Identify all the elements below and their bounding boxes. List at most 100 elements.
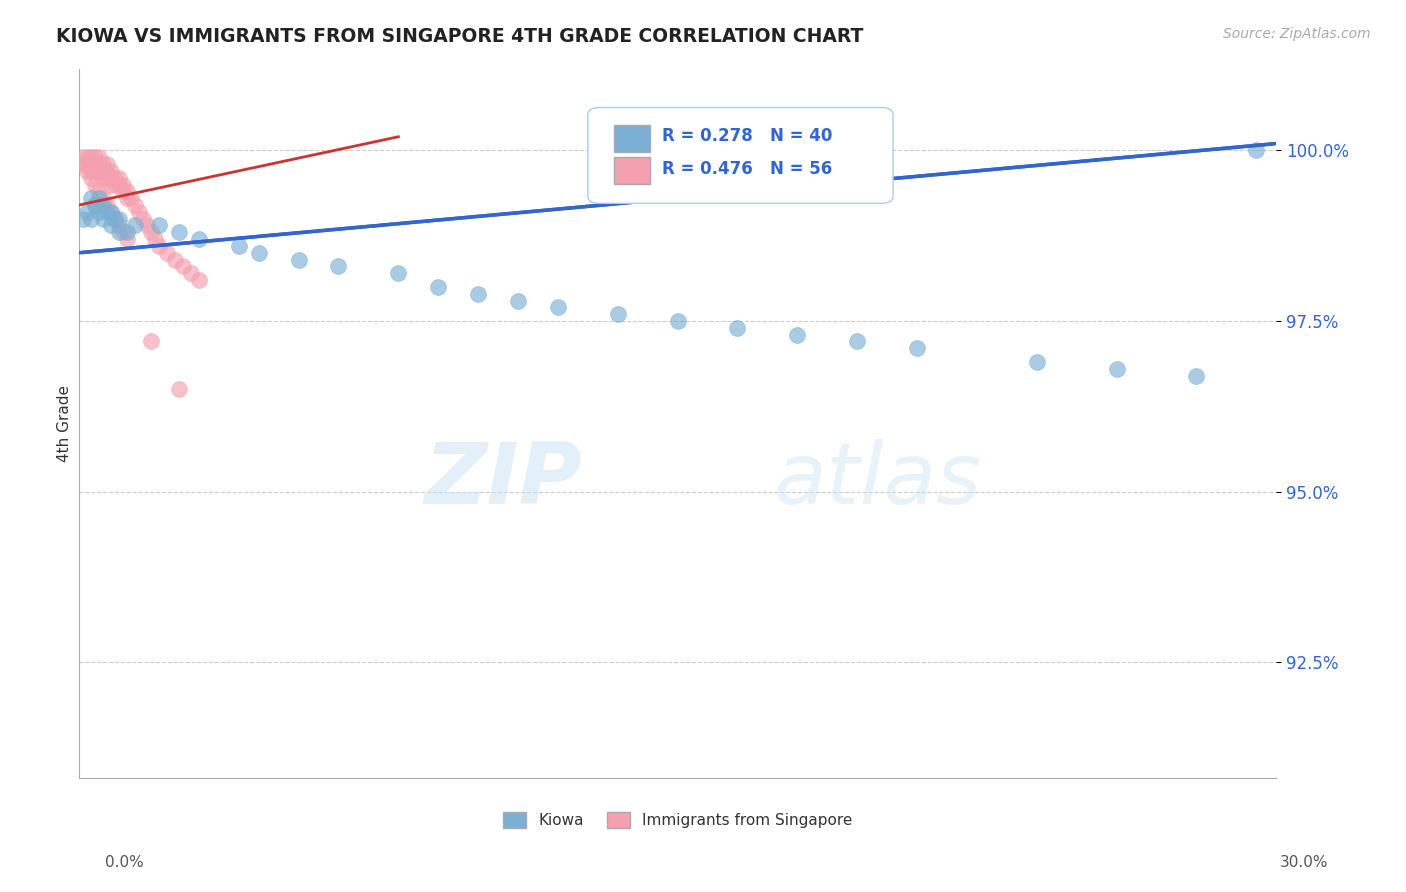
Point (76, 164, 98, 178)
Text: R = 0.476   N = 56: R = 0.476 N = 56 (662, 160, 832, 178)
Point (247, 245, 270, 260)
Point (132, 211, 155, 226)
Point (111, 185, 134, 199)
Point (84, 198, 107, 212)
Text: ZIP: ZIP (425, 439, 582, 522)
Point (72, 150, 94, 164)
Point (80, 157, 103, 171)
Point (87, 157, 110, 171)
Text: 30.0%: 30.0% (1281, 855, 1329, 870)
Point (91, 170, 114, 185)
Point (80, 191, 103, 205)
Point (87, 150, 110, 164)
Point (143, 232, 166, 246)
Point (108, 211, 131, 226)
Bar (614, 157, 650, 185)
Point (91, 157, 114, 171)
Point (1244, 144, 1267, 158)
Point (100, 204, 122, 219)
Point (115, 232, 138, 246)
Point (905, 341, 928, 355)
Point (84, 150, 107, 164)
Bar (614, 125, 650, 152)
Point (139, 225, 162, 239)
Point (228, 239, 250, 253)
Point (427, 280, 450, 294)
Point (108, 225, 131, 239)
Point (187, 273, 209, 287)
Point (172, 260, 194, 274)
Point (76, 157, 98, 171)
Point (96, 170, 118, 185)
Point (139, 334, 162, 349)
Point (87, 204, 110, 219)
Point (100, 164, 122, 178)
Point (104, 211, 127, 226)
Point (1185, 368, 1208, 383)
Point (104, 170, 127, 185)
Point (91, 191, 114, 205)
Point (96, 204, 118, 219)
Point (100, 219, 122, 233)
Point (111, 225, 134, 239)
Point (124, 198, 146, 212)
Point (100, 178, 122, 192)
Point (148, 239, 170, 253)
Text: R = 0.278   N = 40: R = 0.278 N = 40 (662, 127, 832, 145)
Point (108, 170, 131, 185)
Point (80, 170, 103, 185)
Point (80, 150, 103, 164)
Text: 0.0%: 0.0% (105, 855, 145, 870)
Point (547, 301, 569, 315)
Point (328, 260, 350, 274)
Point (606, 307, 628, 321)
Point (100, 170, 122, 185)
Point (104, 211, 127, 226)
Point (87, 164, 110, 178)
Point (111, 178, 134, 192)
Point (87, 191, 110, 205)
Point (76, 150, 98, 164)
Point (136, 219, 159, 233)
Point (84, 178, 107, 192)
Point (1025, 355, 1047, 369)
Point (1105, 361, 1128, 376)
Point (115, 191, 138, 205)
Point (91, 164, 114, 178)
Point (104, 178, 127, 192)
Point (72, 157, 94, 171)
Point (87, 185, 110, 199)
Point (84, 164, 107, 178)
Point (96, 164, 118, 178)
Point (76, 204, 98, 219)
Point (187, 232, 209, 246)
Point (467, 286, 489, 301)
Point (120, 191, 142, 205)
Point (72, 211, 94, 226)
Point (387, 266, 409, 280)
Point (84, 198, 107, 212)
FancyBboxPatch shape (588, 108, 893, 203)
Point (666, 314, 689, 328)
Point (506, 293, 529, 308)
Point (108, 219, 131, 233)
Point (727, 321, 749, 335)
Point (80, 211, 103, 226)
Point (163, 252, 186, 267)
Point (180, 266, 202, 280)
Point (100, 204, 122, 219)
Text: atlas: atlas (773, 439, 981, 522)
Point (108, 178, 131, 192)
Point (786, 327, 808, 342)
Point (91, 198, 114, 212)
Text: KIOWA VS IMMIGRANTS FROM SINGAPORE 4TH GRADE CORRELATION CHART: KIOWA VS IMMIGRANTS FROM SINGAPORE 4TH G… (56, 27, 863, 45)
Legend: Kiowa, Immigrants from Singapore: Kiowa, Immigrants from Singapore (496, 806, 858, 834)
Y-axis label: 4th Grade: 4th Grade (58, 384, 72, 462)
Point (148, 219, 170, 233)
Point (287, 252, 309, 267)
Point (156, 245, 179, 260)
Text: Source: ZipAtlas.com: Source: ZipAtlas.com (1223, 27, 1371, 41)
Point (96, 198, 118, 212)
Point (115, 225, 138, 239)
Point (84, 157, 107, 171)
